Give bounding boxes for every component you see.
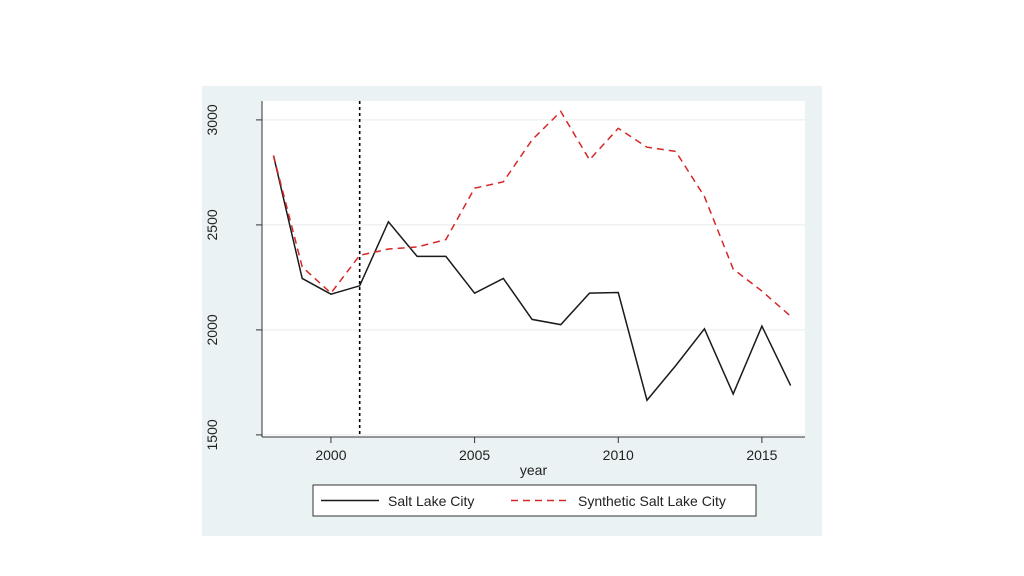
legend-box	[312, 484, 757, 517]
legend-label-synthetic-salt-lake-city: Synthetic Salt Lake City	[578, 493, 726, 509]
legend-label-salt-lake-city: Salt Lake City	[388, 493, 474, 509]
legend: Salt Lake City Synthetic Salt Lake City	[312, 484, 757, 517]
x-tick-label-2005: 2005	[459, 447, 490, 463]
plot-area	[262, 101, 805, 437]
series-line-salt-lake-city	[272, 155, 792, 402]
series-line-synthetic-salt-lake-city	[272, 110, 792, 317]
x-axis-title: year	[520, 462, 548, 478]
x-tick-label-2010: 2010	[603, 447, 634, 463]
axes: 1500 2000 2500 3000 2000 2005 2010 2015	[204, 101, 805, 463]
y-tick-label-2500: 2500	[204, 209, 220, 240]
x-tick-label-2000: 2000	[315, 447, 346, 463]
y-tick-label-2000: 2000	[204, 314, 220, 345]
y-tick-label-3000: 3000	[204, 104, 220, 135]
gridlines	[262, 119, 805, 436]
series-lines	[272, 101, 792, 437]
x-tick-label-2015: 2015	[746, 447, 777, 463]
y-tick-label-1500: 1500	[204, 419, 220, 450]
